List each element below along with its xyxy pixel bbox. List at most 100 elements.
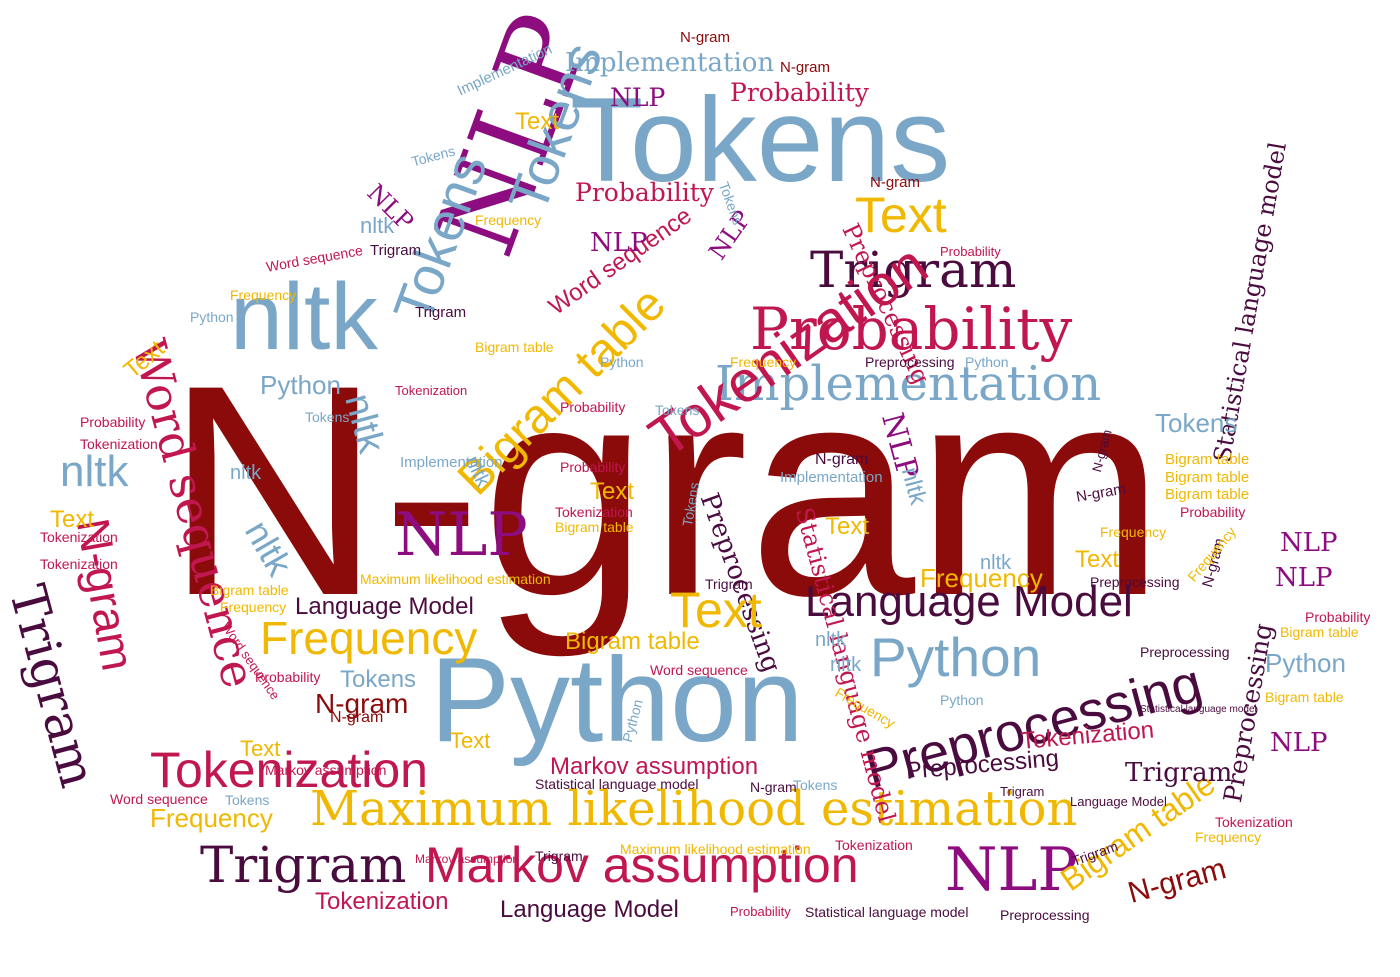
- word-python: Python: [965, 354, 1009, 370]
- word-preprocessing: Preprocessing: [1140, 644, 1230, 660]
- word-frequency: Frequency: [220, 599, 287, 615]
- word-trigram: Trigram: [1000, 784, 1045, 799]
- word-language-model: Language Model: [1070, 794, 1167, 809]
- word-frequency: Frequency: [1100, 524, 1167, 540]
- word-nltk: nltk: [60, 447, 129, 496]
- word-probability: Probability: [730, 78, 869, 107]
- word-text: Text: [825, 513, 870, 540]
- word-tokenization: Tokenization: [80, 436, 158, 452]
- word-nltk: nltk: [230, 264, 378, 370]
- word-frequency: Frequency: [475, 212, 542, 228]
- word-bigram-table: Bigram table: [1165, 451, 1250, 468]
- word-nltk: nltk: [980, 552, 1012, 574]
- word-maximum-likelihood-estimation: Maximum likelihood estimation: [360, 571, 551, 587]
- word-tokens: Tokens: [340, 666, 417, 693]
- word-python: Python: [600, 354, 644, 370]
- word-n-gram: N-gram: [680, 29, 731, 46]
- word-tokens: Tokens: [570, 73, 951, 207]
- word-preprocessing: Preprocessing: [865, 354, 955, 370]
- word-trigram: Trigram: [370, 242, 422, 259]
- word-nlp: NLP: [395, 500, 528, 570]
- word-nltk: nltk: [830, 654, 862, 676]
- word-nlp: NLP: [610, 83, 666, 112]
- word-python: Python: [870, 626, 1042, 688]
- word-implementation: Implementation: [565, 48, 775, 78]
- word-tokenization: Tokenization: [395, 383, 468, 398]
- word-nlp: NLP: [1275, 563, 1333, 593]
- word-word-sequence: Word sequence: [110, 791, 208, 807]
- word-python: Python: [1265, 648, 1346, 678]
- word-bigram-table: Bigram table: [555, 519, 634, 535]
- word-n-gram: N-gram: [750, 779, 797, 795]
- word-probability: Probability: [1180, 504, 1246, 520]
- word-word-sequence: Word sequence: [650, 662, 748, 678]
- word-tokenization: Tokenization: [40, 529, 118, 545]
- word-text: Text: [670, 582, 762, 638]
- word-probability: Probability: [560, 459, 626, 475]
- word-implementation: Implementation: [715, 356, 1102, 412]
- word-nltk: nltk: [230, 462, 262, 484]
- word-bigram-table: Bigram table: [1280, 624, 1359, 640]
- word-language-model: Language Model: [295, 593, 474, 620]
- word-tokens: Tokens: [305, 409, 350, 425]
- word-tokenization: Tokenization: [555, 504, 633, 520]
- word-markov-assumption: Markov assumption: [550, 753, 759, 780]
- word-markov-assumption: Markov assumption: [425, 837, 859, 893]
- word-tokenization: Tokenization: [315, 888, 449, 915]
- word-preprocessing: Preprocessing: [1090, 574, 1180, 590]
- word-n-gram: N-gram: [780, 59, 831, 76]
- word-probability: Probability: [575, 178, 714, 207]
- word-nltk: nltk: [815, 629, 847, 651]
- word-tokenization: Tokenization: [1215, 814, 1293, 830]
- word-probability: Probability: [730, 904, 791, 919]
- word-text: Text: [450, 728, 491, 753]
- word-maximum-likelihood-estimation: Maximum likelihood estimation: [310, 781, 1078, 837]
- word-n-gram: N-gram: [330, 709, 384, 726]
- word-markov-assumption: Markov assumption: [265, 762, 387, 778]
- word-bigram-table: Bigram table: [1265, 689, 1344, 705]
- word-bigram-table: Bigram table: [475, 339, 554, 355]
- word-statistical-language-model: Statistical language model: [1140, 704, 1257, 715]
- word-nlp: NLP: [1270, 728, 1328, 758]
- word-markov-assumption: Markov assumption: [415, 852, 520, 866]
- word-tokens: Tokens: [655, 402, 700, 418]
- word-nltk: nltk: [360, 213, 395, 238]
- word-bigram-table: Bigram table: [565, 628, 700, 655]
- word-bigram-table: Bigram table: [210, 582, 289, 598]
- word-probability: Probability: [940, 244, 1001, 259]
- word-frequency: Frequency: [150, 803, 273, 833]
- word-text: Text: [240, 736, 281, 761]
- word-text: Text: [590, 478, 635, 505]
- word-tokens: Tokens: [1155, 408, 1238, 438]
- word-python: Python: [260, 370, 341, 400]
- word-probability: Probability: [80, 414, 146, 430]
- word-n-gram: N-gram: [1124, 852, 1230, 910]
- word-n-gram: N-gram: [315, 688, 409, 719]
- word-n-gram: N-gram: [870, 174, 921, 191]
- word-trigram: Trigram: [415, 304, 467, 321]
- word-trigram: Trigram: [705, 576, 753, 592]
- word-tokenization: Tokenization: [40, 556, 118, 572]
- word-trigram: Trigram: [1125, 758, 1233, 788]
- word-trigram: Trigram: [200, 836, 407, 894]
- word-language-model: Language Model: [805, 577, 1133, 626]
- word-text: Text: [515, 108, 560, 135]
- word-probability: Probability: [750, 295, 1073, 363]
- word-frequency: Frequency: [1195, 829, 1262, 845]
- word-frequency: Frequency: [260, 612, 478, 664]
- word-text: Text: [1075, 546, 1120, 573]
- word-implementation: Implementation: [780, 469, 883, 486]
- word-tokens: Tokens: [225, 792, 270, 808]
- word-nlp: NLP: [590, 228, 648, 258]
- word-nlp: NLP: [945, 835, 1078, 905]
- word-probability: Probability: [255, 669, 321, 685]
- word-language-model: Language Model: [500, 896, 679, 923]
- word-nlp: NLP: [1280, 528, 1338, 558]
- word-statistical-language-model: Statistical language model: [535, 776, 699, 792]
- word-python: Python: [190, 309, 234, 325]
- word-n-gram: N-gram: [815, 451, 869, 468]
- word-text: Text: [855, 187, 947, 243]
- word-tokenization: Tokenization: [150, 742, 428, 798]
- word-text: Text: [50, 506, 95, 533]
